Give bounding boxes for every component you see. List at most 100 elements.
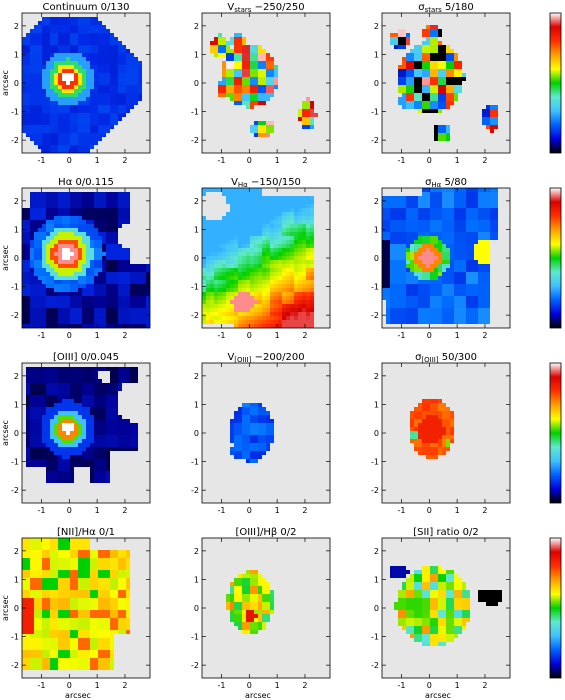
x-tick-label: -1 (397, 681, 405, 690)
y-tick-label: -1 (371, 458, 379, 467)
x-tick-label: 0 (427, 681, 432, 690)
y-tick-label: 2 (374, 22, 379, 31)
y-tick-label: -2 (371, 311, 379, 320)
x-axis-label: arcsec (65, 691, 91, 700)
x-axis-label: arcsec (425, 691, 451, 700)
y-tick-label: 2 (194, 372, 199, 381)
y-tick-label: 2 (14, 197, 19, 206)
panel-oiii: [OIII] 0/0.045 -1 0 1 2 2 1 0 -1 -2 arcsec (1, 352, 151, 515)
y-tick-label: -1 (191, 283, 199, 292)
map-pixels (22, 17, 142, 153)
x-tick-label: 2 (122, 506, 127, 515)
y-tick-label: -1 (371, 283, 379, 292)
panel-title: σ[OIII] 50/300 (415, 352, 477, 364)
y-tick-label: 0 (14, 254, 19, 263)
y-tick-label: -1 (11, 633, 19, 642)
panel-continuum: Continuum 0/130 -1 0 1 2 2 1 0 -1 -2 arcsec (1, 2, 151, 165)
x-tick-label: 2 (122, 331, 127, 340)
panel-halpha: Hα 0/0.115 -1 0 1 2 2 1 0 -1 -2 arcsec (1, 177, 151, 340)
x-tick-label: -1 (37, 681, 45, 690)
y-tick-label: 1 (194, 575, 199, 584)
y-tick-label: 1 (14, 575, 19, 584)
y-tick-label: -1 (191, 633, 199, 642)
x-tick-label: -1 (37, 156, 45, 165)
x-axis-label: arcsec (245, 691, 271, 700)
x-tick-label: 1 (455, 681, 460, 690)
y-tick-label: 0 (194, 254, 199, 263)
x-tick-label: -1 (217, 156, 225, 165)
y-tick-label: -1 (11, 458, 19, 467)
y-axis-label: arcsec (1, 70, 10, 96)
y-tick-label: 0 (194, 429, 199, 438)
y-tick-label: 1 (14, 225, 19, 234)
x-tick-label: 0 (247, 331, 252, 340)
y-tick-label: -2 (191, 486, 199, 495)
y-tick-label: -1 (191, 458, 199, 467)
x-tick-label: 0 (67, 506, 72, 515)
map-pixels (210, 33, 318, 137)
x-tick-label: 0 (67, 156, 72, 165)
panel-title: σHα 5/80 (425, 177, 467, 189)
panel-title: [OIII] 0/0.045 (53, 352, 119, 363)
x-tick-label: -1 (397, 506, 405, 515)
x-tick-label: 1 (95, 506, 100, 515)
panel-sigha: σHα 5/80 -1 0 1 2 2 1 0 -1 -2 (371, 177, 511, 340)
panel-title: VHα −150/150 (231, 177, 301, 189)
map-pixels (390, 25, 498, 141)
panel-sii: [SII] ratio 0/2 -1 0 1 2 2 1 0 -1 -2 arcsec (371, 527, 511, 700)
x-tick-label: 2 (482, 681, 487, 690)
y-tick-label: -2 (11, 661, 19, 670)
x-tick-label: -1 (37, 506, 45, 515)
map-pixels (26, 367, 138, 483)
y-tick-label: 0 (14, 429, 19, 438)
y-tick-label: -2 (11, 136, 19, 145)
colorbar (549, 12, 562, 154)
x-tick-label: -1 (217, 681, 225, 690)
x-tick-label: 2 (482, 506, 487, 515)
map-pixels (382, 188, 498, 324)
x-tick-label: 0 (427, 156, 432, 165)
y-tick-label: -2 (11, 486, 19, 495)
x-tick-label: 1 (275, 506, 280, 515)
x-tick-label: 1 (275, 156, 280, 165)
map-pixels (226, 570, 274, 634)
x-tick-label: 1 (95, 331, 100, 340)
x-tick-label: 0 (67, 681, 72, 690)
y-tick-label: -1 (11, 108, 19, 117)
x-tick-label: 1 (275, 331, 280, 340)
y-tick-label: -1 (371, 633, 379, 642)
y-axis-label: arcsec (1, 595, 10, 621)
x-tick-label: 1 (455, 331, 460, 340)
x-tick-label: 1 (455, 506, 460, 515)
x-tick-label: 2 (302, 681, 307, 690)
x-tick-label: 1 (275, 681, 280, 690)
x-tick-label: 2 (122, 156, 127, 165)
panel-nii: [NII]/Hα 0/1 -1 0 1 2 2 1 0 -1 -2 arcsec arcsec (1, 527, 151, 700)
x-tick-label: 0 (247, 506, 252, 515)
panel-vha: VHα −150/150 -1 0 1 2 2 1 0 -1 -2 (191, 177, 331, 340)
y-tick-label: 1 (374, 575, 379, 584)
y-tick-label: 2 (14, 22, 19, 31)
y-tick-label: 1 (194, 400, 199, 409)
map-pixels (22, 538, 130, 670)
y-tick-label: 1 (14, 400, 19, 409)
x-tick-label: 2 (302, 506, 307, 515)
y-axis-label: arcsec (1, 420, 10, 446)
x-tick-label: 1 (455, 156, 460, 165)
panel-title: [NII]/Hα 0/1 (57, 527, 115, 538)
y-tick-label: -2 (191, 661, 199, 670)
map-pixels (202, 188, 314, 328)
y-tick-label: 1 (374, 50, 379, 59)
y-tick-label: -1 (191, 108, 199, 117)
x-tick-label: 1 (95, 681, 100, 690)
x-tick-label: 0 (427, 331, 432, 340)
y-tick-label: 1 (194, 50, 199, 59)
y-tick-label: 2 (194, 197, 199, 206)
panel-title: Hα 0/0.115 (58, 177, 114, 188)
y-tick-label: 0 (374, 79, 379, 88)
x-tick-label: -1 (37, 331, 45, 340)
y-tick-label: -1 (371, 108, 379, 117)
y-tick-label: -1 (11, 283, 19, 292)
x-tick-label: -1 (217, 331, 225, 340)
panel-sigoiii: σ[OIII] 50/300 -1 0 1 2 2 1 0 -1 -2 (371, 352, 511, 515)
